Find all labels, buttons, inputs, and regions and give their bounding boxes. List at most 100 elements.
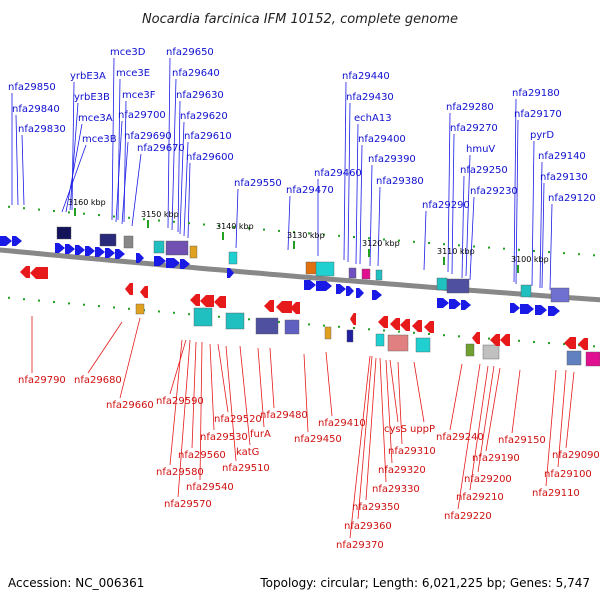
gene-label-top[interactable]: nfa29380 <box>376 176 424 187</box>
tick-dot <box>83 303 85 306</box>
gene-label-top[interactable]: nfa29630 <box>176 90 224 101</box>
tick-dot <box>353 236 355 238</box>
backbone-path <box>0 247 600 303</box>
gene-label-top[interactable]: nfa29670 <box>137 143 185 154</box>
gene-label-top[interactable]: nfa29470 <box>286 185 334 196</box>
feature-box <box>375 269 383 281</box>
gene-label-top[interactable]: nfa29140 <box>538 151 586 162</box>
gene-label-bottom[interactable]: nfa29370 <box>336 540 384 551</box>
gene-label-top[interactable]: nfa29690 <box>124 131 172 142</box>
gene-label-bottom[interactable]: nfa29310 <box>388 446 436 457</box>
feature-box <box>415 337 431 353</box>
gene-leader-line <box>183 141 189 237</box>
gene-label-top[interactable]: nfa29250 <box>460 165 508 176</box>
gene-label-bottom[interactable]: nfa29480 <box>260 410 308 421</box>
gene-label-bottom[interactable]: nfa29590 <box>156 396 204 407</box>
gene-label-top[interactable]: nfa29840 <box>12 104 60 115</box>
gene-label-bottom[interactable]: cysS <box>384 424 407 435</box>
gene-label-top[interactable]: echA13 <box>354 113 392 124</box>
gene-label-bottom[interactable]: nfa29530 <box>200 432 248 443</box>
gene-label-top[interactable]: nfa29180 <box>512 88 560 99</box>
gene-label-bottom[interactable]: nfa29210 <box>456 492 504 503</box>
gene-label-top[interactable]: mce3E <box>116 68 150 79</box>
gene-label-bottom[interactable]: nfa29320 <box>378 465 426 476</box>
gene-label-bottom[interactable]: nfa29540 <box>186 482 234 493</box>
gene-label-bottom[interactable]: nfa29150 <box>498 435 546 446</box>
forward-gene-arrow <box>12 236 22 246</box>
gene-label-bottom[interactable]: nfa29570 <box>164 499 212 510</box>
gene-label-top[interactable]: nfa29230 <box>470 186 518 197</box>
gene-label-top[interactable]: nfa29620 <box>180 111 228 122</box>
gene-label-bottom[interactable]: katG <box>236 447 259 458</box>
gene-label-bottom[interactable]: nfa29090 <box>552 450 600 461</box>
gene-label-top[interactable]: hmuV <box>466 144 495 155</box>
gene-leader-line <box>225 345 237 462</box>
gene-label-top[interactable]: nfa29830 <box>18 124 66 135</box>
gene-label-bottom[interactable]: nfa29450 <box>294 434 342 445</box>
gene-label-bottom[interactable]: nfa29510 <box>222 463 270 474</box>
gene-label-top[interactable]: nfa29650 <box>166 47 214 58</box>
gene-leader-line <box>461 175 465 279</box>
gene-label-top[interactable]: mce3B <box>82 134 117 145</box>
gene-label-bottom[interactable]: nfa29520 <box>214 414 262 425</box>
gene-label-top[interactable]: nfa29130 <box>540 172 588 183</box>
leader-lines <box>11 57 575 539</box>
forward-gene-arrow <box>65 244 75 254</box>
gene-label-bottom[interactable]: nfa29190 <box>472 453 520 464</box>
gene-label-top[interactable]: pyrD <box>530 130 554 141</box>
gene-label-top[interactable]: nfa29170 <box>514 109 562 120</box>
gene-label-bottom[interactable]: nfa29110 <box>532 488 580 499</box>
gene-leader-line <box>365 357 377 501</box>
gene-label-bottom[interactable]: nfa29350 <box>352 502 400 513</box>
tick-dot <box>458 335 460 338</box>
gene-label-bottom[interactable]: nfa29100 <box>544 469 592 480</box>
gene-label-bottom[interactable]: nfa29560 <box>178 450 226 461</box>
gene-label-top[interactable]: nfa29280 <box>446 102 494 113</box>
gene-leader-line <box>199 341 203 481</box>
gene-label-top[interactable]: mce3F <box>122 90 156 101</box>
gene-label-top[interactable]: nfa29400 <box>358 134 406 145</box>
gene-label-bottom[interactable]: furA <box>250 429 271 440</box>
gene-label-top[interactable]: nfa29600 <box>186 152 234 163</box>
gene-label-bottom[interactable]: nfa29580 <box>156 467 204 478</box>
gene-label-top[interactable]: yrbE3B <box>74 92 110 103</box>
gene-label-top[interactable]: nfa29460 <box>314 168 362 179</box>
gene-label-top[interactable]: nfa29270 <box>450 123 498 134</box>
gene-label-top[interactable]: yrbE3A <box>70 71 106 82</box>
gene-label-top[interactable]: nfa29700 <box>118 110 166 121</box>
gene-label-top[interactable]: nfa29390 <box>368 154 416 165</box>
gene-label-bottom[interactable]: uppP <box>410 424 435 435</box>
gene-leader-line <box>451 133 455 275</box>
gene-label-bottom[interactable]: nfa29410 <box>318 418 366 429</box>
tick-dot <box>353 327 355 329</box>
gene-label-bottom[interactable]: nfa29200 <box>464 474 512 485</box>
reverse-gene-arrow <box>30 267 48 279</box>
gene-label-top[interactable]: nfa29640 <box>172 68 220 79</box>
gene-label-top[interactable]: nfa29120 <box>548 193 596 204</box>
gene-label-bottom[interactable]: nfa29330 <box>372 484 420 495</box>
gene-label-bottom[interactable]: nfa29790 <box>18 375 66 386</box>
gene-labels[interactable]: nfa29850 nfa29840 nfa29830 yrbE3A yrbE3B mce3… <box>8 47 600 551</box>
forward-gene-arrow <box>520 304 534 314</box>
gene-leader-line <box>15 114 19 206</box>
gene-label-top[interactable]: nfa29290 <box>422 200 470 211</box>
tick-dot <box>233 226 235 228</box>
tick-major <box>443 257 445 265</box>
gene-label-bottom[interactable]: nfa29680 <box>74 375 122 386</box>
tick-dot <box>338 325 340 328</box>
gene-label-top[interactable]: nfa29610 <box>184 131 232 142</box>
gene-leader-line <box>359 144 363 265</box>
gene-label-bottom[interactable]: nfa29660 <box>106 400 154 411</box>
gene-label-top[interactable]: mce3D <box>110 47 146 58</box>
gene-label-bottom[interactable]: nfa29220 <box>444 511 492 522</box>
gene-label-top[interactable]: nfa29430 <box>346 92 394 103</box>
reverse-gene-arrow <box>350 313 356 325</box>
gene-label-bottom[interactable]: nfa29360 <box>344 521 392 532</box>
gene-label-top[interactable]: nfa29440 <box>342 71 390 82</box>
gene-label-top[interactable]: nfa29850 <box>8 82 56 93</box>
tick-dot <box>68 302 70 305</box>
gene-label-top[interactable]: mce3A <box>78 113 113 124</box>
gene-leader-line <box>287 195 291 251</box>
gene-label-top[interactable]: nfa29550 <box>234 178 282 189</box>
gene-label-bottom[interactable]: nfa29240 <box>436 432 484 443</box>
